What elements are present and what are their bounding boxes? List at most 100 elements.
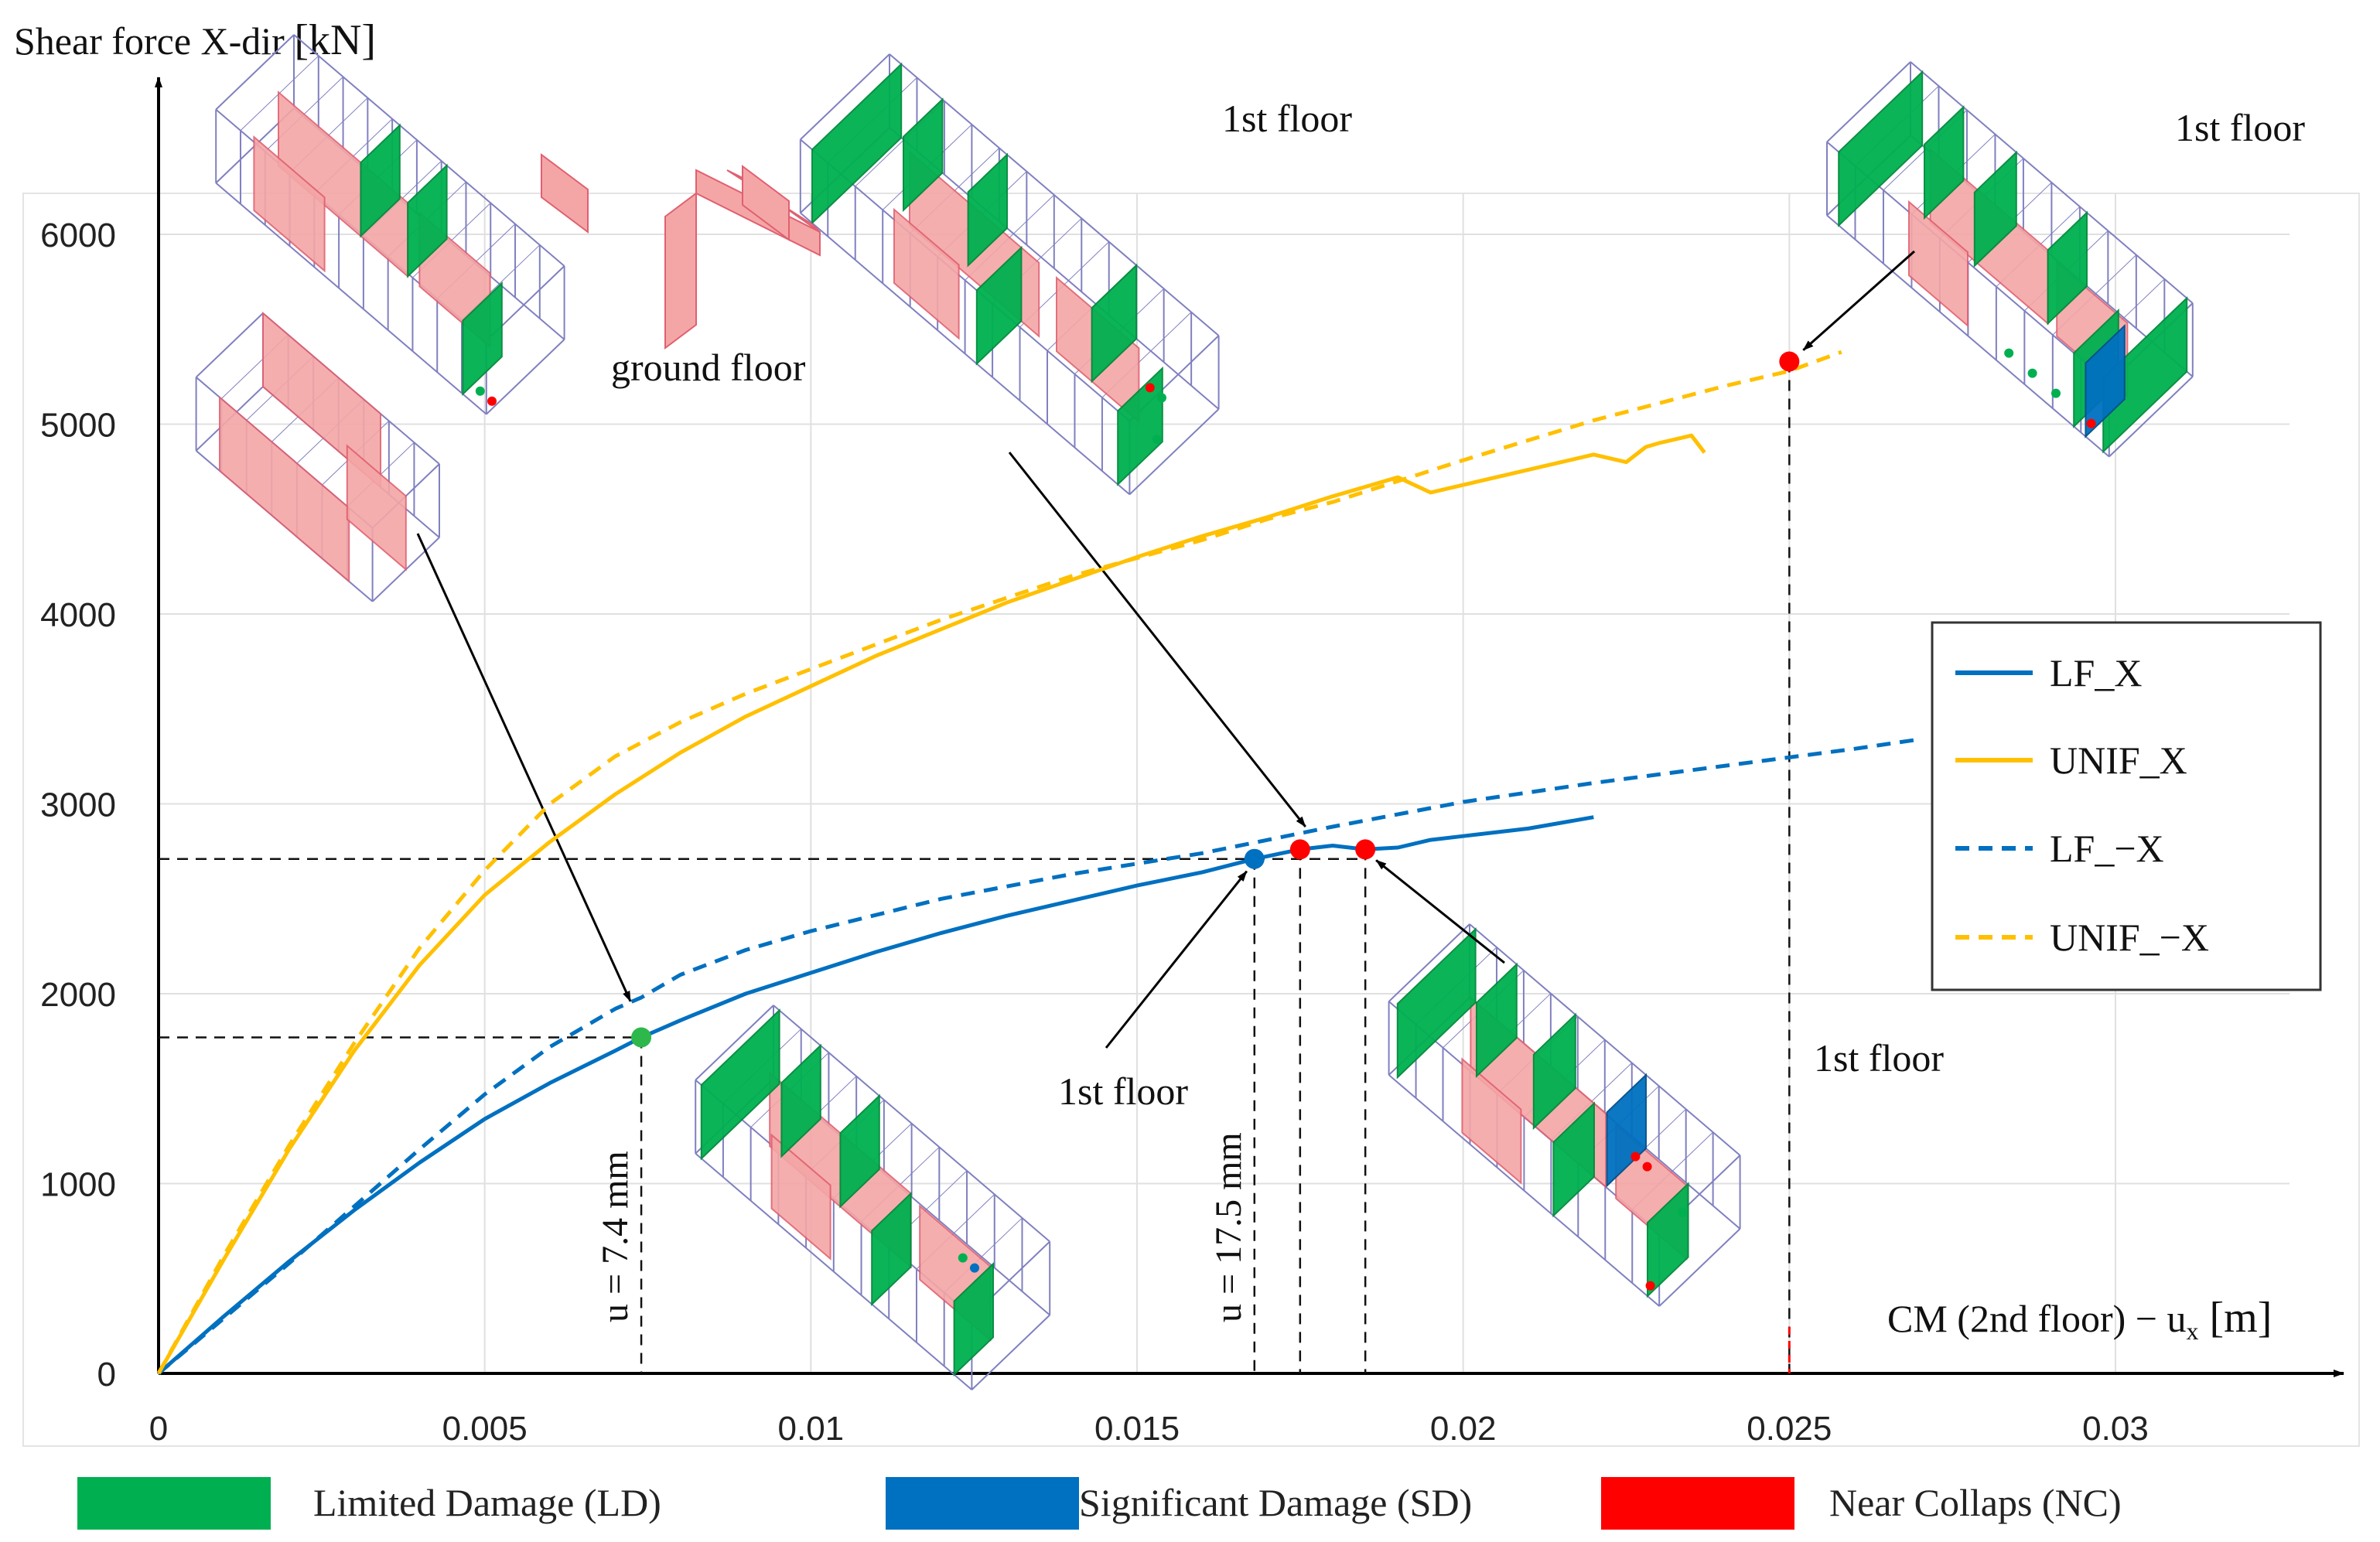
annotation-first-floor-top: 1st floor (1222, 97, 1352, 140)
series-line-lfx (157, 737, 1921, 1375)
annotation-u-17-5: u = 17.5 mm (1208, 1132, 1249, 1322)
x-tick-label: 0.005 (442, 1410, 528, 1448)
legend: LF_X UNIF_X LF_−X UNIF_−X (1931, 621, 2322, 991)
wall-panel (1924, 105, 1965, 220)
wall-panel (893, 207, 960, 340)
wall-panel (967, 152, 1008, 268)
frame-line (196, 312, 264, 378)
damage-marker (631, 1027, 652, 1048)
damage-legend-label: Near Collaps (NC) (1829, 1481, 2122, 1524)
damage-dot (1642, 1162, 1652, 1172)
damage-marker (1244, 848, 1265, 869)
wall-panel (2047, 210, 2088, 326)
building-bottom-middle (695, 1005, 1051, 1390)
damage-dot (487, 396, 497, 406)
wall-panel (1117, 366, 1163, 486)
frame-line (215, 182, 487, 415)
series-group (156, 350, 1921, 1375)
y-tick-label: 1000 (40, 1166, 116, 1204)
wall-panel (1973, 150, 2017, 268)
wall-panel (780, 1043, 821, 1158)
annotation-u-7-4: u = 7.4 mm (595, 1151, 636, 1322)
wall-panel (1091, 263, 1138, 384)
damage-marker (1355, 839, 1376, 860)
annotation-first-floor-bottom-left: 1st floor (1058, 1070, 1188, 1113)
annotation-first-floor-right: 1st floor (2175, 106, 2305, 149)
legend-label: UNIF_X (2050, 739, 2187, 782)
wall-panel (770, 1133, 831, 1261)
y-tick-label: 6000 (40, 217, 116, 254)
frame-line (215, 34, 295, 110)
y-tick-label: 2000 (40, 976, 116, 1014)
frame-line (293, 34, 565, 267)
frame-line (800, 53, 890, 140)
wall-panel (975, 245, 1023, 366)
building-ground-floor (215, 34, 565, 415)
damage-legend-swatch (77, 1477, 271, 1530)
annotation-arrow (1375, 859, 1505, 964)
damage-dot (2051, 388, 2061, 398)
markers-group (631, 351, 1800, 1048)
wall-panel (1552, 1101, 1595, 1218)
x-tick-label: 0.02 (1430, 1410, 1497, 1448)
building-top-middle (799, 53, 1220, 496)
wall-panel (1532, 1012, 1576, 1131)
damage-dot (1157, 393, 1166, 403)
x-axis-title: CM (2nd floor) − ux [m] (1887, 1294, 2272, 1345)
damage-dot (958, 1253, 968, 1263)
series-line-unifx (156, 350, 1842, 1375)
wall-panel (1838, 70, 1924, 227)
legend-label: LF_X (2050, 651, 2142, 694)
frame-line (1826, 61, 1911, 142)
legend-box (1931, 621, 2322, 991)
x-tick-label: 0 (149, 1410, 168, 1448)
y-tick-label: 3000 (40, 786, 116, 824)
annotation-first-floor-bottom-right: 1st floor (1814, 1036, 1944, 1080)
y-tick-label: 4000 (40, 596, 116, 634)
annotation-arrow (1802, 250, 1915, 351)
annotation-arrow (416, 533, 632, 1002)
wall-panel (1606, 1073, 1647, 1188)
wall-panel (1908, 200, 1969, 328)
damage-dot (970, 1263, 979, 1273)
wall-panel (953, 1261, 994, 1377)
guide-lines: u = 7.4 mm u = 17.5 mm (159, 250, 1915, 1373)
wall-panel (262, 311, 381, 490)
damage-dot (1678, 1207, 1688, 1217)
annotation-arrow (1008, 452, 1306, 827)
wall-panel (541, 153, 589, 234)
frame-line (486, 339, 565, 415)
axes: 0 1000 2000 3000 4000 5000 6000 0 0.005 0.01 0.015… (14, 16, 2344, 1448)
legend-label: LF_−X (2050, 827, 2164, 870)
damage-legend: Limited Damage (LD) Significant Damage (S… (77, 1477, 2122, 1530)
wall-panel (1475, 962, 1518, 1079)
frame-line (2109, 376, 2194, 458)
wall-panel (1396, 927, 1477, 1080)
wall-panel (2085, 323, 2126, 438)
frame-line (1388, 1074, 1660, 1307)
wall-panel (742, 165, 790, 241)
legend-label: UNIF_−X (2050, 916, 2209, 959)
damage-dot (2027, 368, 2037, 378)
frame-line (1129, 408, 1220, 496)
damage-dot (1645, 1281, 1655, 1291)
building-illustrations (195, 34, 2194, 1390)
plot-border (22, 193, 2360, 1447)
damage-dot (1152, 435, 1162, 445)
damage-dot (1145, 383, 1155, 393)
wall-panel (903, 97, 944, 213)
damage-marker (1779, 351, 1800, 372)
building-bottom-right (1388, 923, 1741, 1307)
wall-panel (407, 163, 448, 278)
y-tick-label: 5000 (40, 407, 116, 445)
damage-legend-swatch (1601, 1477, 1794, 1530)
frame-line (695, 1005, 774, 1080)
y-axis-title: Shear force X-dir [kN] (14, 16, 376, 64)
damage-legend-label: Significant Damage (SD) (1079, 1481, 1472, 1524)
damage-legend-swatch (886, 1477, 1079, 1530)
frame-line (1388, 923, 1470, 1002)
y-tick-label: 0 (97, 1356, 116, 1394)
annotation-arrow (1105, 870, 1248, 1049)
wall-panel (346, 444, 407, 571)
